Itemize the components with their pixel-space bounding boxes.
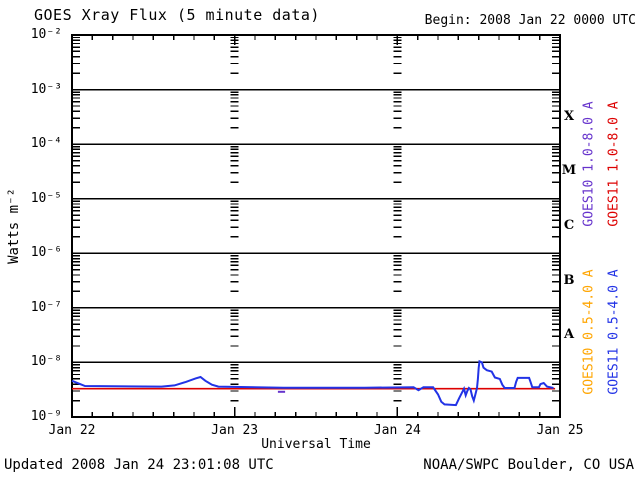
y-tick-label: 10⁻² [30, 27, 62, 42]
y-tick-label: 10⁻⁴ [30, 136, 62, 152]
flare-class-label-a: A [563, 327, 575, 343]
x-axis-title: Universal Time [261, 437, 371, 452]
plot-frame [71, 34, 561, 418]
flare-class-label-m: M [561, 163, 577, 179]
x-day-label: Jan 25 [536, 423, 584, 438]
flare-class-label-b: B [563, 272, 575, 288]
legend-entry-goes11-0-5-4-0-a: GOES11 0.5-4.0 A [606, 269, 622, 395]
updated-timestamp: Updated 2008 Jan 24 23:01:08 UTC [4, 457, 274, 473]
source-credit: NOAA/SWPC Boulder, CO USA [423, 457, 634, 473]
x-day-label: Jan 23 [211, 423, 259, 438]
flare-class-label-c: C [563, 218, 575, 233]
y-tick-label: 10⁻³ [30, 81, 62, 97]
legend-entry-goes11-1-0-8-0-a: GOES11 1.0-8.0 A [606, 101, 622, 227]
x-day-label: Jan 22 [48, 423, 96, 438]
series-trace-goes11-0-5-4-0-a [71, 359, 554, 407]
begin-timestamp: Begin: 2008 Jan 22 0000 UTC [424, 13, 636, 28]
x-day-label: Jan 24 [373, 423, 421, 438]
y-tick-label: 10⁻⁹ [30, 409, 62, 424]
y-tick-label: 10⁻⁶ [30, 245, 62, 261]
legend-entry-goes10-0-5-4-0-a: GOES10 0.5-4.0 A [581, 269, 597, 395]
y-tick-label: 10⁻⁵ [30, 190, 62, 206]
y-tick-label: 10⁻⁸ [30, 354, 62, 370]
legend-entry-goes10-1-0-8-0-a: GOES10 1.0-8.0 A [581, 101, 597, 227]
y-tick-label: 10⁻⁷ [30, 299, 62, 315]
flare-class-label-x: X [563, 108, 575, 124]
chart-title: GOES Xray Flux (5 minute data) [34, 6, 320, 24]
